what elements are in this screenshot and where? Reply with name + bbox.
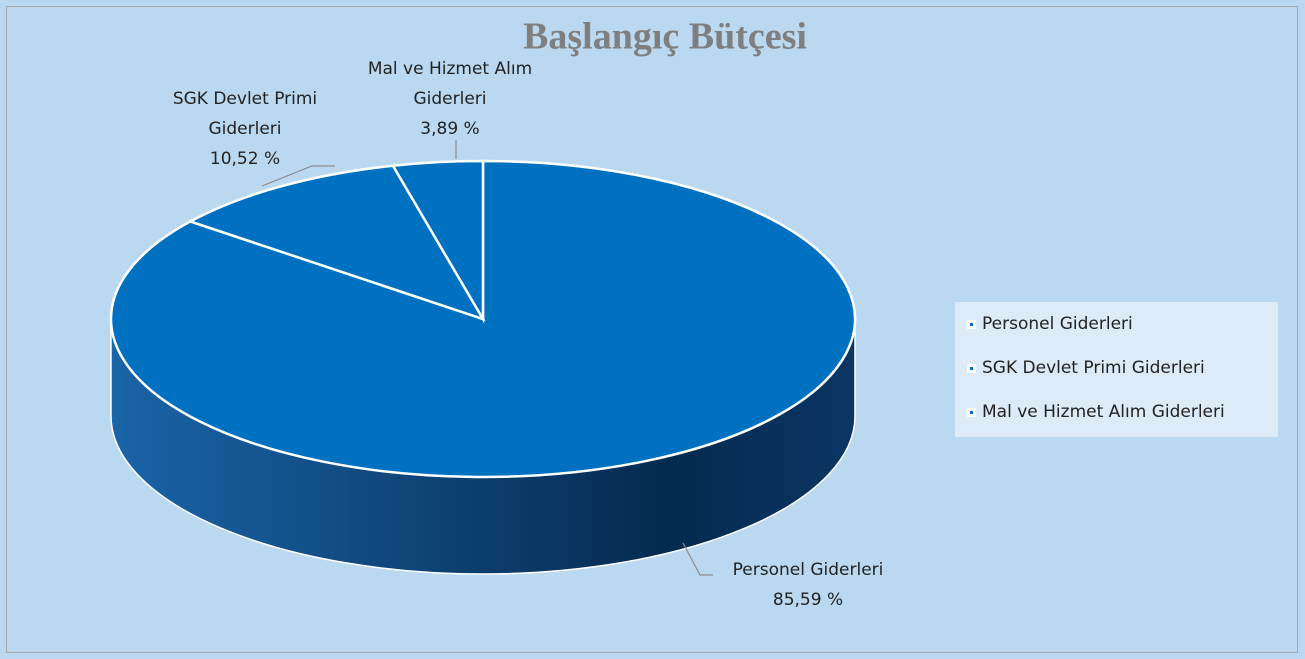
legend-marker <box>970 366 973 370</box>
leader-line <box>682 542 713 576</box>
legend-label: Mal ve Hizmet Alım Giderleri <box>982 402 1225 422</box>
legend-label: SGK Devlet Primi Giderleri <box>982 358 1205 378</box>
data-label-name: Mal ve Hizmet Alım Giderleri <box>367 59 533 109</box>
legend-swatch <box>967 319 976 329</box>
data-label-value: 85,59 % <box>772 590 844 610</box>
leader-line <box>261 165 335 187</box>
legend-item: Personel Giderleri <box>967 314 1133 334</box>
legend-marker <box>970 322 973 326</box>
legend-marker <box>970 410 973 414</box>
legend-swatch <box>967 407 976 417</box>
data-label: Mal ve Hizmet Alım Giderleri 3,89 % <box>355 54 545 144</box>
legend-item: Mal ve Hizmet Alım Giderleri <box>967 402 1225 422</box>
border <box>6 6 1298 653</box>
legend-item: SGK Devlet Primi Giderleri <box>967 358 1205 378</box>
data-label-name: Personel Giderleri <box>732 560 884 580</box>
pie-slice <box>390 159 485 324</box>
legend-swatch <box>967 363 976 373</box>
pie-slice <box>187 164 486 322</box>
chart-title: Başlangıç Bütçesi <box>523 16 807 58</box>
legend-label: Personel Giderleri <box>982 314 1133 334</box>
data-label-value: 3,89 % <box>420 119 480 139</box>
data-label: SGK Devlet Primi Giderleri 10,52 % <box>155 84 335 174</box>
legend: Personel Giderleri SGK Devlet Primi Gider… <box>955 302 1278 437</box>
data-label: Personel Giderleri 85,59 % <box>713 555 903 615</box>
data-label-value: 10,52 % <box>209 149 281 169</box>
data-label-name: SGK Devlet Primi Giderleri <box>172 89 318 139</box>
